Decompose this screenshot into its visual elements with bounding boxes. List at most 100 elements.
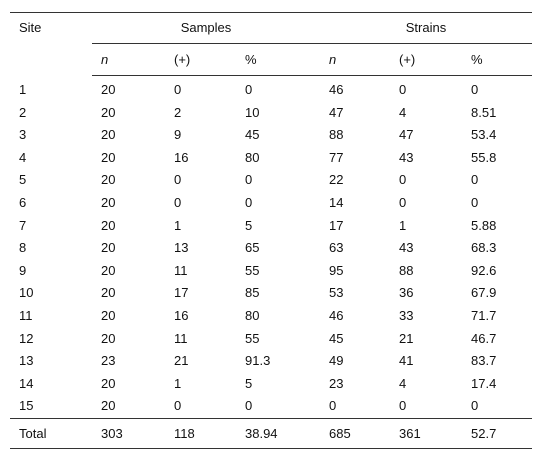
table-cell: 20 xyxy=(101,82,116,97)
table-row: 13 23 21 91.3 49 41 83.7 xyxy=(10,350,532,373)
table-cell: 20 xyxy=(101,375,116,391)
table-cell: 0 xyxy=(174,398,182,414)
table-cell: 71.7 xyxy=(471,307,497,323)
table-row: 4 20 16 80 77 43 55.8 xyxy=(10,147,532,170)
group-header: Strains xyxy=(320,12,533,44)
table-cell: 6 xyxy=(19,194,27,210)
table-cell: 0 xyxy=(399,398,407,414)
table-row: 1 20 0 0 46 0 0 xyxy=(10,76,532,102)
table-cell: 22 xyxy=(329,172,344,188)
table-cell: 10 xyxy=(19,285,34,301)
table-cell: 7 xyxy=(19,217,27,233)
table-cell: 0 xyxy=(245,398,253,414)
subheader-cell: n xyxy=(92,43,165,76)
table-cell: 23 xyxy=(101,353,116,369)
table-cell: 0 xyxy=(399,172,407,188)
table-cell: 45 xyxy=(245,127,260,143)
subheader-cell: (+) xyxy=(165,43,236,76)
header-cell: Site xyxy=(19,20,42,35)
table-cell: 55.8 xyxy=(471,149,497,165)
table-row: 12 20 11 55 45 21 46.7 xyxy=(10,328,532,351)
table-cell: 20 xyxy=(101,149,116,165)
table-cell: 53.4 xyxy=(471,127,497,143)
table-cell: 14 xyxy=(19,375,34,391)
table-cell: 20 xyxy=(101,240,116,256)
table-cell: 88 xyxy=(399,262,414,278)
table-cell: 11 xyxy=(174,330,188,346)
table-cell: 20 xyxy=(101,285,116,301)
table-row: 15 20 0 0 0 0 0 xyxy=(10,395,532,418)
table-cell: 85 xyxy=(245,285,260,301)
table-cell: 0 xyxy=(174,194,182,210)
table-cell: 17 xyxy=(174,285,189,301)
table-row: 11 20 16 80 46 33 71.7 xyxy=(10,305,532,328)
table-cell: 17 xyxy=(329,217,344,233)
table-row: 8 20 13 65 63 43 68.3 xyxy=(10,237,532,260)
table-cell: 1 xyxy=(19,81,27,97)
table-cell: 0 xyxy=(471,194,479,210)
table-cell: 16 xyxy=(174,307,189,323)
table-cell: 20 xyxy=(101,262,116,278)
table-cell: 21 xyxy=(174,353,189,369)
table-cell: 1 xyxy=(174,217,182,233)
table-cell: 16 xyxy=(174,149,189,165)
table-cell: 0 xyxy=(399,194,407,210)
table-cell: 12 xyxy=(19,330,34,346)
table-row: 6 20 0 0 14 0 0 xyxy=(10,192,532,215)
table-cell: 41 xyxy=(399,353,414,369)
table-cell: 95 xyxy=(329,262,344,278)
table-cell: 92.6 xyxy=(471,262,497,278)
table-cell: 4 xyxy=(399,375,407,391)
table-cell: 303 xyxy=(92,417,165,449)
total-row: Total 303 118 38.94 685 361 52.7 xyxy=(10,417,533,449)
table-cell: 11 xyxy=(19,307,33,323)
table-cell: 55 xyxy=(245,330,260,346)
table-cell: 14 xyxy=(329,194,344,210)
table-cell: 20 xyxy=(101,194,116,210)
table-cell: 4 xyxy=(399,104,407,120)
table-cell: 23 xyxy=(329,375,344,391)
table-cell: 43 xyxy=(399,149,414,165)
table-cell: 83.7 xyxy=(471,353,497,369)
table-cell: 20 xyxy=(101,307,116,323)
table-cell: 0 xyxy=(245,82,253,97)
table-cell: 4 xyxy=(19,149,27,165)
table-cell: 45 xyxy=(329,330,344,346)
table-cell: 15 xyxy=(19,398,34,414)
table-cell: 9 xyxy=(19,262,27,278)
table-cell: 8 xyxy=(19,240,27,256)
table-cell: 0 xyxy=(471,82,479,97)
table-cell: 91.3 xyxy=(245,353,271,369)
table-row: 3 20 9 45 88 47 53.4 xyxy=(10,124,532,147)
table-row: 14 20 1 5 23 4 17.4 xyxy=(10,373,532,396)
table-cell: 10 xyxy=(245,104,260,120)
table-cell: 9 xyxy=(174,127,182,143)
table-cell: 0 xyxy=(245,172,253,188)
table-cell: 2 xyxy=(174,104,182,120)
table-cell: 36 xyxy=(399,285,414,301)
table-cell: 20 xyxy=(101,127,116,143)
table-cell: 80 xyxy=(245,307,260,323)
table-cell: 13 xyxy=(19,353,34,369)
table-cell: 685 xyxy=(320,417,390,449)
table-cell: 0 xyxy=(471,172,479,188)
table-cell: 68.3 xyxy=(471,240,497,256)
table-cell: 65 xyxy=(245,240,260,256)
subheader-cell: (+) xyxy=(390,43,462,76)
table-cell: 5 xyxy=(245,217,253,233)
table-row: 7 20 1 5 17 1 5.88 xyxy=(10,215,532,238)
table-cell: 43 xyxy=(399,240,414,256)
subheader-cell: % xyxy=(236,43,320,76)
table-cell: 49 xyxy=(329,353,344,369)
table-cell: 80 xyxy=(245,149,260,165)
table-cell: 33 xyxy=(399,307,414,323)
table-row: 2 20 2 10 47 4 8.51 xyxy=(10,102,532,125)
table-cell: 46.7 xyxy=(471,330,497,346)
table-cell: 13 xyxy=(174,240,189,256)
table-cell: 5 xyxy=(19,172,27,188)
table-cell: 361 xyxy=(390,417,462,449)
table-cell: 20 xyxy=(101,172,116,188)
table-cell: 88 xyxy=(329,127,344,143)
table-cell: 38.94 xyxy=(236,417,320,449)
table-cell: 20 xyxy=(101,330,116,346)
